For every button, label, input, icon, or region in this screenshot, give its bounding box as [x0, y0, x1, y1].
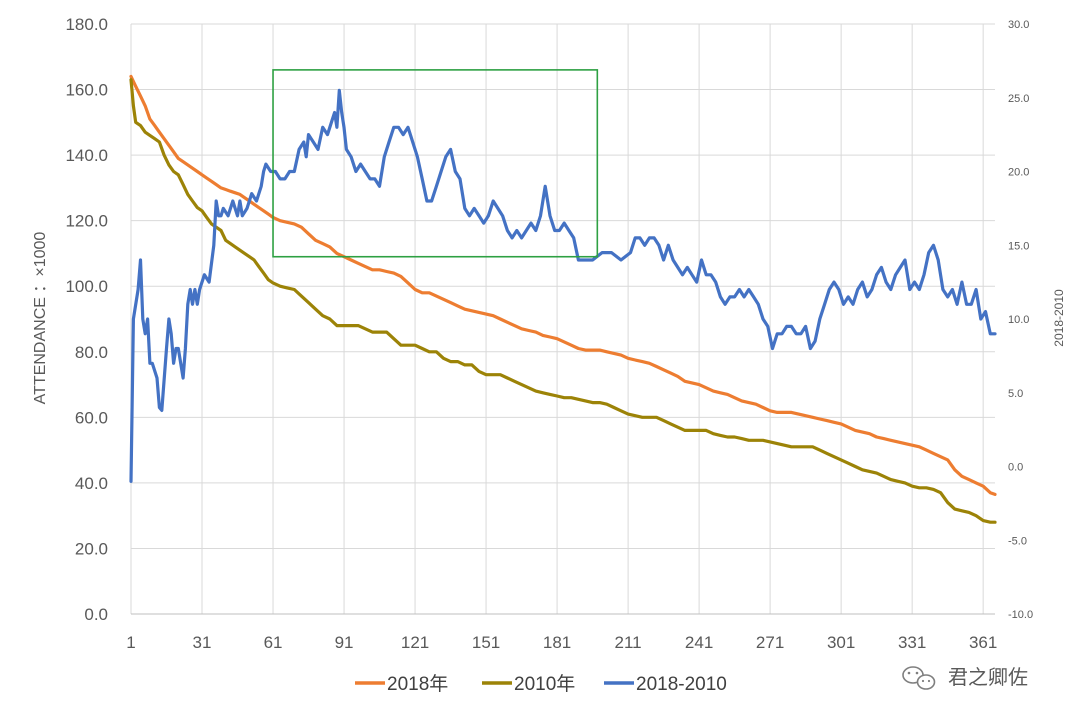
left-tick-label: 0.0 — [84, 605, 108, 624]
wechat-icon — [902, 666, 936, 690]
series-line-2 — [129, 88, 997, 483]
x-tick-label: 1 — [126, 633, 135, 652]
highlight-box — [272, 69, 599, 258]
left-tick-label: 180.0 — [65, 15, 108, 34]
legend-label-1: 2010年 — [514, 673, 575, 695]
x-tick-label: 271 — [756, 633, 784, 652]
right-tick-label: 25.0 — [1008, 93, 1029, 105]
series-line-0 — [129, 74, 997, 496]
left-tick-label: 40.0 — [75, 474, 108, 493]
legend: 2018年 2010年 2018-2010 — [355, 673, 727, 695]
left-tick-label: 60.0 — [75, 408, 108, 427]
left-tick-label: 120.0 — [65, 212, 108, 231]
left-tick-label: 20.0 — [75, 539, 108, 558]
legend-label-0: 2018年 — [387, 673, 448, 695]
left-axis-title: ATTENDANCE ：×1000 — [32, 232, 49, 405]
annotation-layer — [272, 69, 599, 258]
left-tick-label: 140.0 — [65, 146, 108, 165]
x-tick-label: 31 — [193, 633, 212, 652]
right-tick-label: 20.0 — [1008, 167, 1029, 179]
right-tick-label: 15.0 — [1008, 240, 1029, 252]
series-lines — [129, 74, 997, 524]
x-tick-label: 301 — [827, 633, 855, 652]
left-tick-label: 100.0 — [65, 277, 108, 296]
left-axis-ticks: 0.0 20.0 40.0 60.0 80.0 100.0 120.0 140.0 160.0 1… — [65, 15, 108, 624]
right-axis-ticks: -10.0 -5.0 0.0 5.0 10.0 15.0 20.0 25.0 30.0 — [1008, 19, 1033, 621]
x-tick-label: 211 — [615, 633, 642, 652]
left-tick-label: 80.0 — [75, 343, 108, 362]
left-tick-label: 160.0 — [65, 81, 108, 100]
x-tick-label: 361 — [969, 633, 997, 652]
right-axis-title: 2018-2010 — [1052, 289, 1066, 347]
x-tick-label: 181 — [543, 633, 571, 652]
right-tick-label: -5.0 — [1008, 535, 1027, 547]
gridlines — [130, 23, 995, 615]
x-tick-label: 241 — [685, 633, 713, 652]
right-tick-label: 10.0 — [1008, 314, 1029, 326]
right-tick-label: 0.0 — [1008, 462, 1023, 474]
x-tick-label: 121 — [401, 633, 429, 652]
watermark-text: 君之卿佐 — [948, 666, 1028, 689]
watermark: 君之卿佐 — [902, 666, 1028, 690]
right-tick-label: 30.0 — [1008, 19, 1029, 31]
x-axis-ticks: 1 31 61 91 121 151 181 211 241 271 301 331 361 — [126, 633, 997, 652]
x-tick-label: 61 — [264, 633, 283, 652]
series-line-1 — [129, 78, 997, 524]
legend-label-2: 2018-2010 — [636, 674, 727, 695]
x-tick-label: 331 — [898, 633, 926, 652]
right-tick-label: -10.0 — [1008, 609, 1033, 621]
x-tick-label: 151 — [472, 633, 500, 652]
right-tick-label: 5.0 — [1008, 388, 1023, 400]
x-tick-label: 91 — [335, 633, 354, 652]
